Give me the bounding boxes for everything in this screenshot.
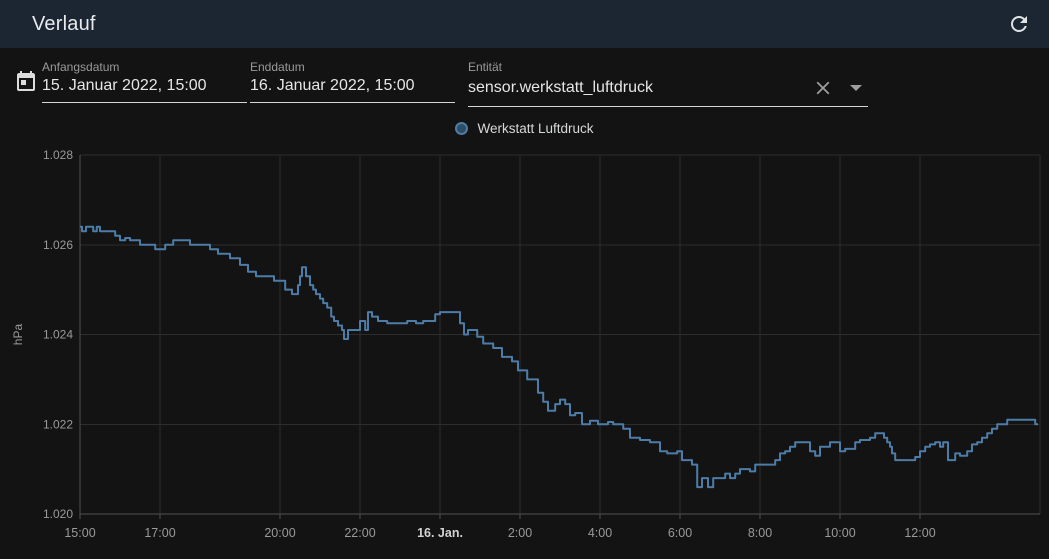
x-tick-label: 22:00 <box>344 526 375 540</box>
end-date-field[interactable]: Enddatum 16. Januar 2022, 15:00 <box>250 60 455 103</box>
x-tick-label: 6:00 <box>668 526 692 540</box>
end-date-label: Enddatum <box>250 60 305 74</box>
controls-row: Anfangsdatum 15. Januar 2022, 15:00 Endd… <box>0 48 1049 118</box>
series-line <box>80 225 1038 489</box>
calendar-icon <box>14 70 38 94</box>
x-tick-label: 12:00 <box>904 526 935 540</box>
y-tick-label: 1.028 <box>43 148 73 162</box>
entity-value[interactable]: sensor.werkstatt_luftdruck <box>468 79 653 96</box>
page-title: Verlauf <box>32 12 96 35</box>
entity-label: Entität <box>468 60 503 74</box>
y-tick-label: 1.026 <box>43 238 73 252</box>
start-date-value[interactable]: 15. Januar 2022, 15:00 <box>42 77 207 94</box>
refresh-icon <box>1011 16 1027 32</box>
legend-dot[interactable] <box>455 122 469 135</box>
x-tick-label: 2:00 <box>508 526 532 540</box>
x-tick-label: 10:00 <box>824 526 855 540</box>
y-tick-label: 1.024 <box>43 328 73 342</box>
x-tick-label: 8:00 <box>748 526 772 540</box>
clear-entity-icon[interactable] <box>812 77 834 99</box>
start-date-field[interactable]: Anfangsdatum 15. Januar 2022, 15:00 <box>42 60 247 103</box>
y-axis-title: hPa <box>11 324 25 346</box>
refresh-button[interactable] <box>1007 12 1031 36</box>
y-tick-label: 1.020 <box>43 507 73 521</box>
legend-label[interactable]: Werkstatt Luftdruck <box>477 121 594 136</box>
y-tick-label: 1.022 <box>43 417 73 431</box>
entity-picker-field[interactable]: Entität sensor.werkstatt_luftdruck <box>468 60 868 107</box>
x-tick-label: 15:00 <box>64 526 95 540</box>
x-tick-label: 20:00 <box>264 526 295 540</box>
app-header: Verlauf <box>0 0 1049 48</box>
x-tick-label: 4:00 <box>588 526 612 540</box>
start-date-label: Anfangsdatum <box>42 60 120 74</box>
x-tick-label: 17:00 <box>144 526 175 540</box>
chart-legend: Werkstatt Luftdruck <box>0 121 1049 136</box>
end-date-value[interactable]: 16. Januar 2022, 15:00 <box>250 77 415 94</box>
x-tick-label: 16. Jan. <box>417 526 463 540</box>
chevron-down-icon[interactable] <box>850 85 862 91</box>
